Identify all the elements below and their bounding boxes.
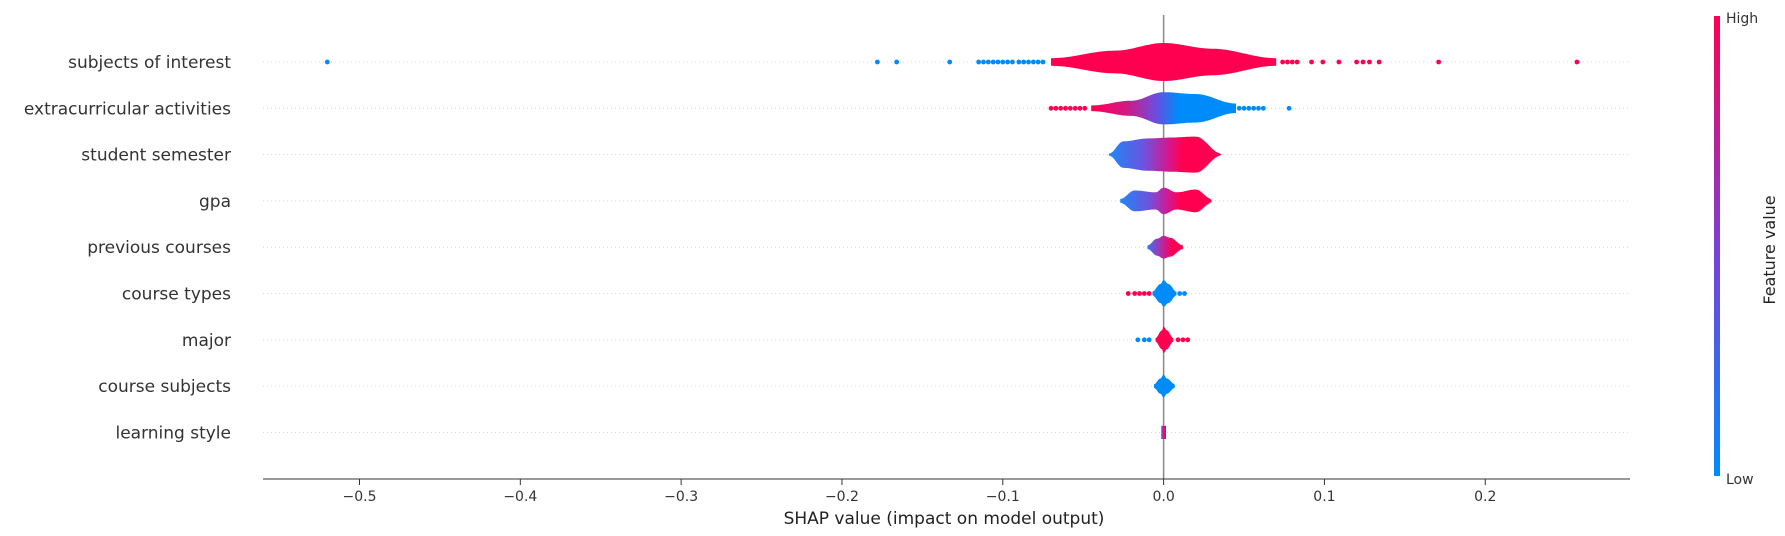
- outlier-point: [1177, 291, 1183, 296]
- feature-label: subjects of interest: [68, 53, 231, 73]
- outlier-point: [1035, 59, 1041, 65]
- outlier-point: [1360, 59, 1366, 65]
- outlier-point: [324, 59, 330, 65]
- outlier-point: [947, 59, 953, 65]
- outlier-point: [1336, 59, 1342, 65]
- outlier-point: [981, 59, 986, 65]
- outlier-point: [1135, 337, 1141, 343]
- feature-label: course subjects: [98, 377, 231, 397]
- outlier-point: [1289, 59, 1295, 65]
- outlier-point: [1175, 337, 1181, 343]
- outlier-point: [874, 59, 880, 65]
- x-axis-label: SHAP value (impact on model output): [784, 509, 1105, 529]
- violin-subjects-of-interest: [1051, 43, 1277, 81]
- outlier-point: [1137, 291, 1142, 296]
- outlier-point: [976, 59, 982, 65]
- x-tick-label: −0.3: [664, 489, 698, 505]
- outlier-point: [1251, 105, 1257, 111]
- x-tick-label: 0.0: [1152, 489, 1174, 505]
- violin-learning-style: [1161, 425, 1166, 439]
- outlier-point: [1141, 337, 1147, 343]
- outlier-point: [1285, 59, 1290, 65]
- outlier-point: [1030, 59, 1036, 65]
- outlier-point: [1026, 59, 1031, 65]
- colorbar-high-label: High: [1726, 11, 1758, 27]
- colorbar-title: Feature value: [1760, 195, 1779, 304]
- x-tick-label: −0.4: [503, 489, 537, 505]
- outlier-point: [1367, 59, 1372, 65]
- outlier-point: [1436, 59, 1442, 65]
- x-tick-label: −0.5: [342, 489, 376, 505]
- outlier-point: [1021, 59, 1027, 65]
- outlier-point: [1040, 59, 1046, 65]
- feature-label: student semester: [81, 146, 231, 166]
- outlier-point: [1010, 59, 1015, 65]
- feature-label: previous courses: [87, 238, 231, 258]
- outlier-point: [1016, 59, 1022, 65]
- violins: [324, 43, 1580, 439]
- outlier-point: [1182, 291, 1187, 296]
- outlier-point: [1246, 105, 1252, 111]
- x-tick-label: 0.1: [1313, 489, 1335, 505]
- colorbar: High Low Feature value: [1714, 11, 1779, 488]
- outlier-point: [894, 59, 900, 65]
- colorbar-low-label: Low: [1726, 472, 1754, 488]
- outlier-point: [1320, 59, 1326, 65]
- violin-course-types: [1152, 280, 1177, 307]
- gridlines: [263, 61, 1630, 433]
- violin-extracurricular-activities: [1091, 92, 1236, 125]
- feature-label: gpa: [199, 192, 231, 212]
- violin-major: [1155, 326, 1174, 354]
- outlier-point: [1286, 105, 1292, 111]
- violin-course-subjects: [1154, 374, 1175, 398]
- outlier-point: [985, 59, 991, 65]
- outlier-point: [1067, 105, 1073, 111]
- outlier-point: [1280, 59, 1286, 65]
- feature-labels: subjects of interest extracurricular acti…: [24, 53, 231, 443]
- outlier-point: [1309, 59, 1314, 65]
- violin-gpa: [1120, 187, 1212, 215]
- outlier-point: [990, 59, 996, 65]
- outlier-point: [1125, 291, 1131, 296]
- feature-label: course types: [122, 285, 231, 305]
- outlier-point: [1185, 337, 1191, 343]
- outlier-point: [1146, 337, 1152, 343]
- feature-label: extracurricular activities: [24, 99, 231, 119]
- outlier-point: [1146, 291, 1152, 296]
- violin-student-semester: [1108, 136, 1222, 173]
- outlier-point: [1048, 105, 1054, 111]
- outlier-point: [1354, 59, 1359, 65]
- x-tick-label: −0.2: [825, 489, 859, 505]
- outlier-point: [1141, 291, 1147, 296]
- outlier-point: [1077, 105, 1083, 111]
- x-tick-label: 0.2: [1474, 489, 1496, 505]
- feature-label: learning style: [115, 423, 231, 443]
- outlier-point: [1256, 105, 1261, 111]
- x-tick-label: −0.1: [986, 489, 1020, 505]
- outlier-point: [1236, 105, 1242, 111]
- outlier-point: [1132, 291, 1138, 296]
- x-axis: −0.5 −0.4 −0.3 −0.2 −0.1 0.0 0.1 0.2: [263, 478, 1630, 505]
- outlier-point: [1082, 105, 1088, 111]
- outlier-point: [1180, 337, 1186, 343]
- outlier-point: [995, 59, 1001, 65]
- outlier-point: [1241, 105, 1247, 111]
- outlier-point: [1376, 59, 1382, 65]
- outlier-point: [1260, 105, 1266, 111]
- outlier-point: [1063, 105, 1068, 111]
- outlier-point: [1574, 59, 1580, 65]
- outlier-point: [1005, 59, 1011, 65]
- outlier-point: [1072, 105, 1078, 111]
- feature-label: major: [182, 331, 231, 351]
- outlier-point: [1058, 105, 1064, 111]
- colorbar-gradient: [1714, 16, 1720, 476]
- outlier-point: [1294, 59, 1300, 65]
- outlier-point: [1053, 105, 1059, 111]
- violin-previous-courses: [1147, 235, 1183, 259]
- outlier-point: [1000, 59, 1006, 65]
